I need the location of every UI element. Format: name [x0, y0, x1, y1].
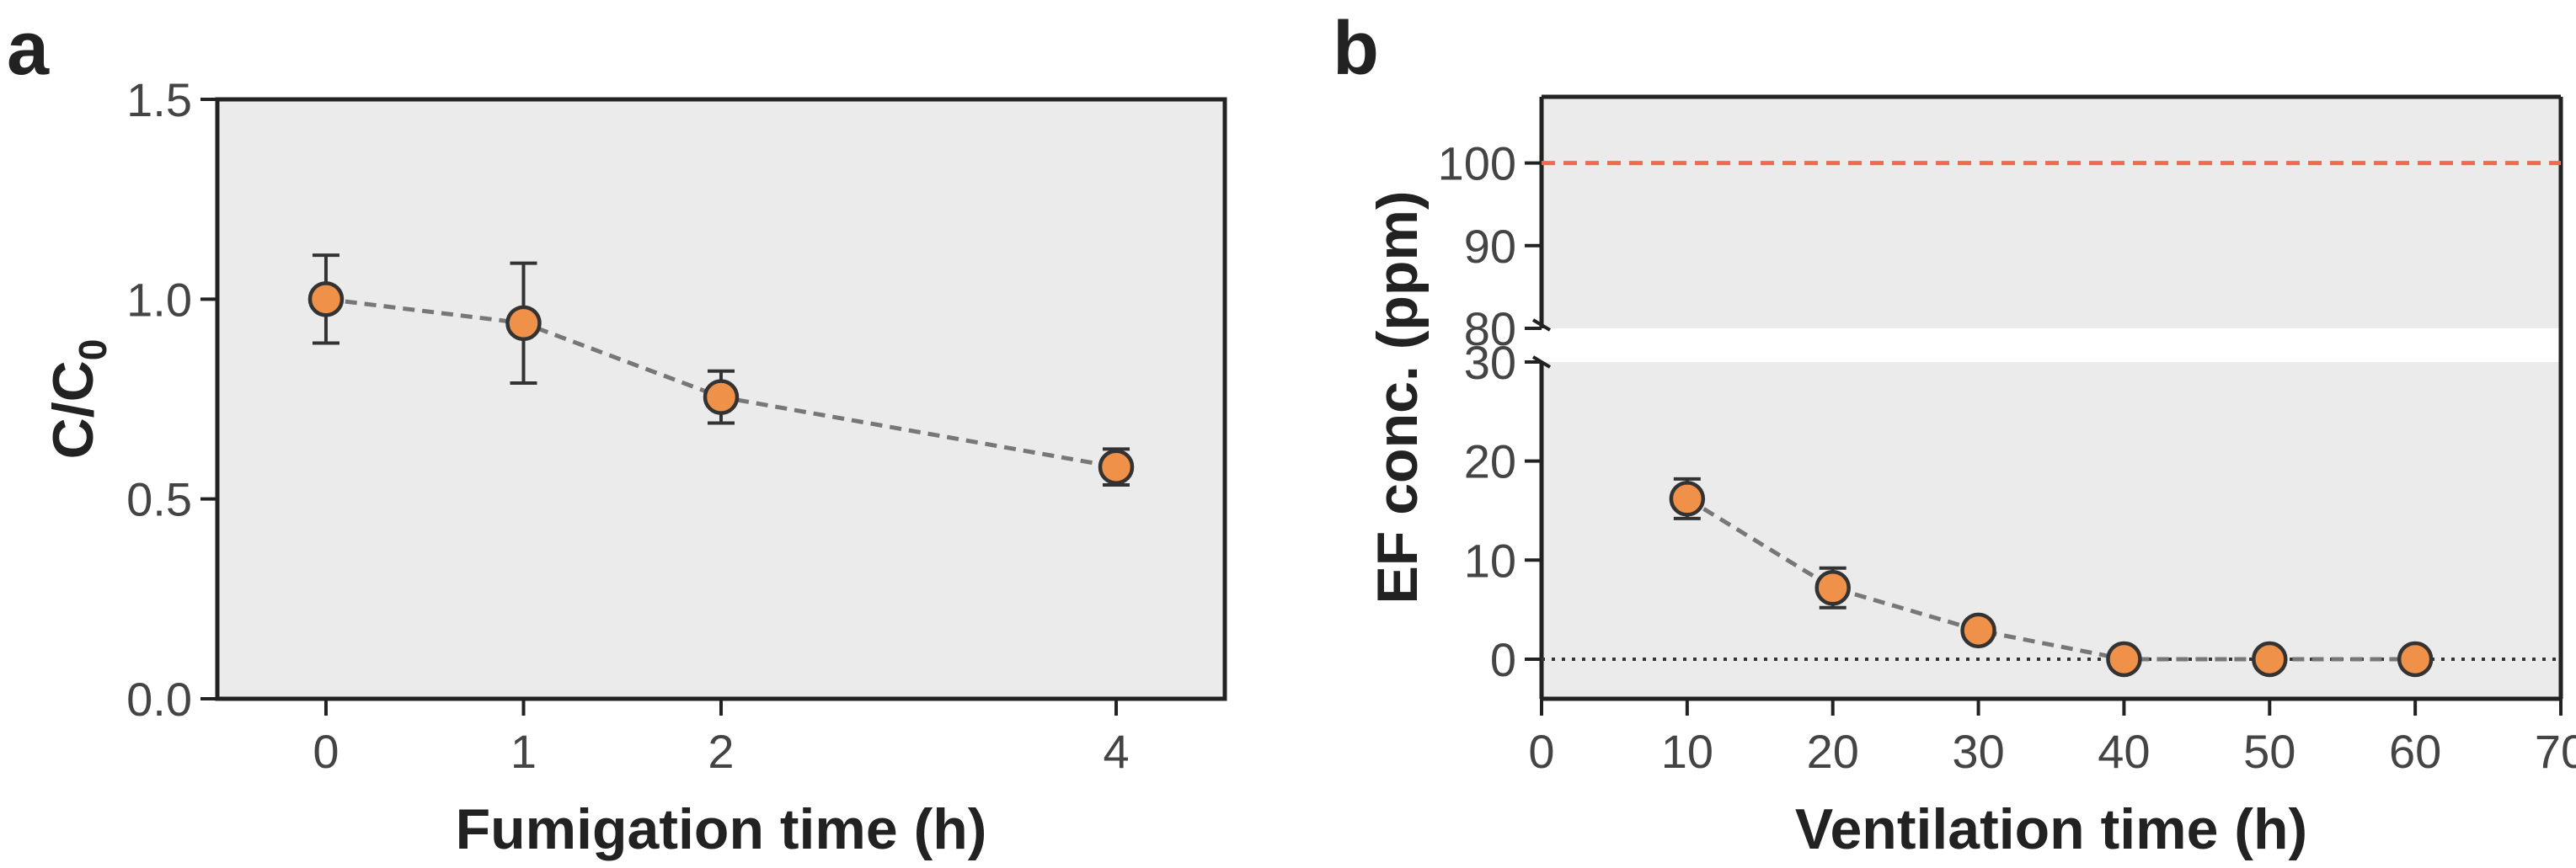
panel-a-data-point [703, 379, 740, 415]
panel-b-x-axis: 0 10 20 30 40 50 60 70 [1528, 699, 2576, 778]
panel-b-y-tick-label: 20 [1464, 435, 1516, 488]
panel-a-x-axis: 0 1 2 4 [313, 699, 1130, 778]
panel-b-y-tick-label: 90 [1464, 220, 1516, 273]
panel-b-y-tick-label: 80 [1464, 302, 1516, 355]
panel-b-letter: b [1333, 7, 1379, 91]
panel-b-y-tick-label: 0 [1490, 633, 1516, 686]
panel-b-x-tick-label: 10 [1661, 725, 1713, 778]
panel-b-x-tick-label: 40 [2098, 725, 2150, 778]
panel-a-data-point [307, 281, 345, 317]
panel-b-y-tick-label: 30 [1464, 336, 1516, 389]
panel-b: b 80 90 100 0 10 20 30 0 10 20 30 40 50 60 70 EF conc… [1333, 7, 2576, 861]
panel-a-y-tick-label: 0.0 [126, 673, 192, 726]
panel-b-data-point [1669, 481, 1706, 517]
panel-b-y-axis-label: EF conc. (ppm) [1365, 190, 1430, 604]
panel-a-data-point [1098, 449, 1135, 485]
panel-a-x-axis-label: Fumigation time (h) [456, 797, 987, 861]
panel-b-data-point [2397, 641, 2434, 678]
panel-a-y-tick-label: 1.5 [126, 73, 192, 126]
panel-a-data-point [505, 305, 542, 342]
panel-b-y-tick-label: 100 [1438, 137, 1516, 190]
panel-b-x-tick-label: 50 [2243, 725, 2295, 778]
panel-a-series [307, 253, 1135, 487]
panel-a-series-line [325, 296, 1117, 470]
panel-a-y-tick-label: 0.5 [126, 473, 192, 526]
panel-b-x-tick-label: 60 [2389, 725, 2441, 778]
panel-b-data-point [2106, 641, 2142, 678]
panel-a-letter: a [7, 7, 50, 91]
panel-a-x-tick-label: 0 [313, 725, 339, 778]
panel-b-data-point [2252, 641, 2288, 678]
panel-a-y-tick-label: 1.0 [126, 273, 192, 326]
panel-b-x-tick-label: 30 [1952, 725, 2004, 778]
panel-b-x-tick-label: 20 [1807, 725, 1859, 778]
panel-b-data-point [1814, 569, 1851, 606]
panel-a-y-axis: 0.0 0.5 1.0 1.5 [126, 73, 217, 726]
panel-b-y-axis: 80 90 100 0 10 20 30 [1438, 137, 1542, 686]
panel-b-x-tick-label: 0 [1528, 725, 1554, 778]
panel-b-x-tick-label: 70 [2535, 725, 2576, 778]
panel-b-axis-break-mark-upper [1531, 318, 1552, 332]
panel-b-data-point [1960, 612, 1996, 649]
panel-b-y-tick-label: 10 [1464, 534, 1516, 587]
panel-b-x-axis-label: Ventilation time (h) [1795, 797, 2307, 861]
panel-a: a 0.0 0.5 1.0 1.5 0 1 2 4 C/C0 Fumigation time… [7, 7, 1227, 861]
panel-b-series [1669, 477, 2434, 678]
panel-b-lower-plot-area [1542, 362, 2561, 699]
panel-a-y-axis-label: C/C0 [41, 339, 115, 460]
panel-a-x-tick-label: 2 [708, 725, 734, 778]
panel-b-series-line [1686, 497, 2416, 662]
panel-b-upper-plot-area [1542, 97, 2561, 328]
panel-a-x-tick-label: 4 [1103, 725, 1129, 778]
panel-a-x-tick-label: 1 [510, 725, 537, 778]
